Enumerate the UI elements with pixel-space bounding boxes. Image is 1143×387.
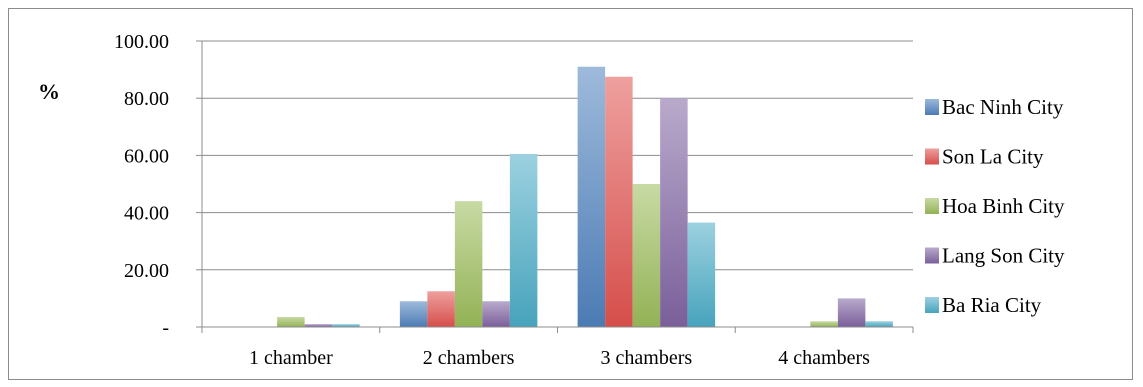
legend-item: Son La City xyxy=(925,145,1044,169)
legend-swatch xyxy=(925,148,939,165)
bar xyxy=(332,324,360,327)
legend-swatch xyxy=(925,198,939,214)
y-tick-label: 80.00 xyxy=(124,88,169,110)
legend-label: Lang Son City xyxy=(942,244,1065,268)
bar xyxy=(810,321,838,327)
bar xyxy=(605,76,633,327)
bar xyxy=(660,98,688,327)
bar xyxy=(304,324,333,327)
y-tick-labels: - 20.00 40.00 60.00 80.00 100.00 xyxy=(114,31,169,339)
legend-label: Bac Ninh City xyxy=(942,95,1064,119)
y-tick-label: 60.00 xyxy=(124,145,169,167)
bar xyxy=(837,298,866,327)
legend-label: Ba Ria City xyxy=(942,293,1042,317)
y-tick-label: - xyxy=(162,317,169,339)
x-tick-label: 4 chambers xyxy=(778,347,870,369)
legend-label: Son La City xyxy=(942,145,1044,169)
legend-item: Lang Son City xyxy=(925,244,1065,268)
bar xyxy=(454,201,483,327)
bars xyxy=(277,66,893,328)
x-tick-label: 1 chamber xyxy=(249,347,333,369)
y-tick-label: 20.00 xyxy=(124,260,169,282)
bar xyxy=(399,301,428,327)
legend-label: Hoa Binh City xyxy=(942,194,1065,218)
legend: Bac Ninh City Son La City Hoa Binh City Lan… xyxy=(925,95,1065,317)
legend-item: Bac Ninh City xyxy=(925,95,1064,119)
y-axis-label: % xyxy=(38,79,60,104)
x-tick-label: 2 chambers xyxy=(423,347,515,369)
bar xyxy=(427,291,455,327)
y-tick-label: 100.00 xyxy=(114,31,169,53)
y-tick-label: 40.00 xyxy=(124,203,169,225)
gridlines xyxy=(202,40,913,271)
bar xyxy=(687,222,716,327)
bar xyxy=(865,321,893,327)
bar xyxy=(577,66,606,328)
x-tick-labels: 1 chamber 2 chambers 3 chambers 4 chambers xyxy=(249,347,870,369)
legend-swatch xyxy=(925,297,939,313)
bar xyxy=(482,301,510,327)
bar xyxy=(277,316,305,327)
chart-frame xyxy=(8,8,1133,380)
legend-item: Hoa Binh City xyxy=(925,194,1065,218)
legend-item: Ba Ria City xyxy=(925,293,1042,317)
bar xyxy=(632,184,661,327)
axes xyxy=(196,40,914,333)
bar xyxy=(509,153,538,327)
x-tick-label: 3 chambers xyxy=(601,347,693,369)
legend-swatch xyxy=(925,247,939,264)
legend-swatch xyxy=(925,99,939,115)
